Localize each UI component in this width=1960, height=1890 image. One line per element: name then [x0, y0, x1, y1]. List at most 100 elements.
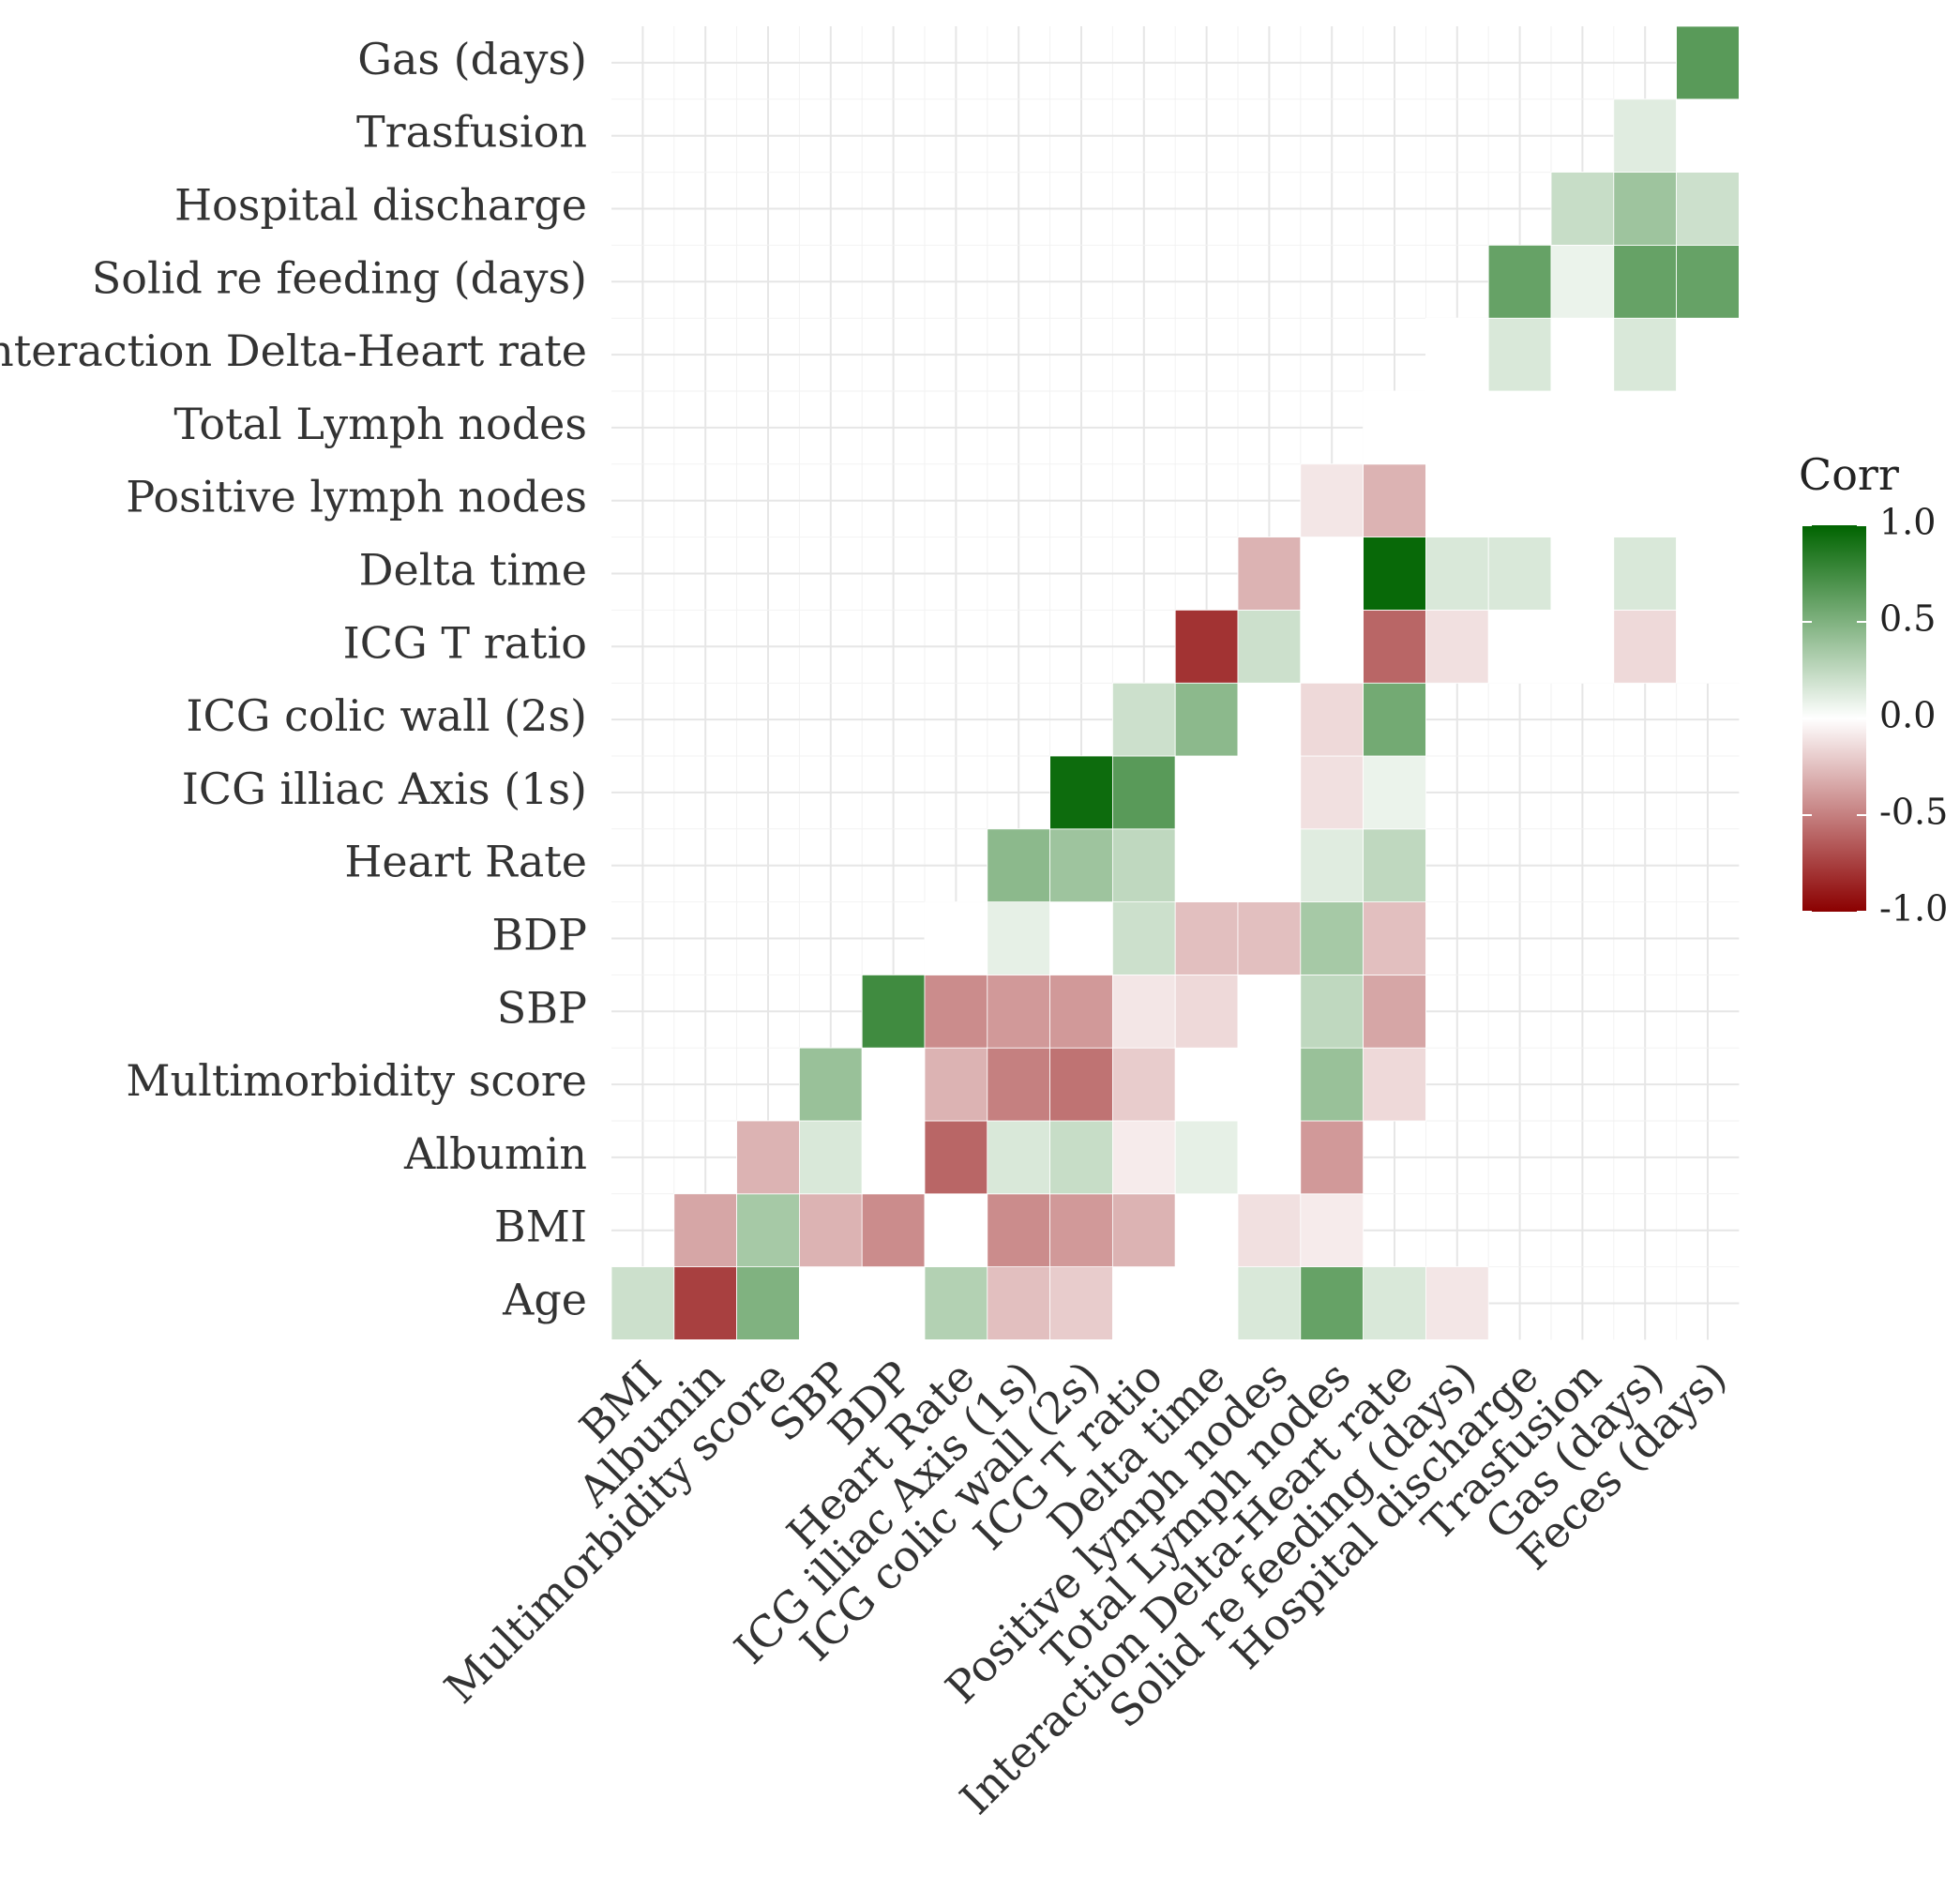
heatmap-cell	[736, 1266, 800, 1340]
y-tick-label: Heart Rate	[344, 837, 587, 887]
heatmap-cell	[1363, 463, 1426, 537]
heatmap-cell	[1049, 1120, 1113, 1195]
y-tick-label: Solid re feeding (days)	[92, 252, 587, 303]
heatmap-cell	[1300, 537, 1364, 611]
heatmap-cell	[1049, 828, 1113, 902]
heatmap-cell	[1363, 975, 1426, 1049]
heatmap-cell	[1300, 1266, 1364, 1340]
heatmap-cell	[1049, 1266, 1113, 1340]
heatmap-cell	[1613, 244, 1678, 319]
heatmap-cell	[861, 1047, 926, 1122]
heatmap-cell	[1112, 682, 1176, 757]
heatmap-cell	[1676, 610, 1740, 684]
heatmap-cell	[1676, 463, 1740, 537]
heatmap-cell	[1676, 390, 1740, 465]
heatmap-cell	[987, 1047, 1051, 1122]
heatmap-cell	[1550, 463, 1615, 537]
heatmap-cell	[987, 975, 1051, 1049]
y-tick-label: Interaction Delta-Heart rate	[0, 325, 587, 376]
heatmap-cell	[1300, 682, 1364, 757]
heatmap-cell	[799, 1193, 863, 1268]
heatmap-cell	[1237, 1266, 1302, 1340]
heatmap-cell	[1363, 537, 1426, 611]
heatmap-cell	[1487, 610, 1552, 684]
heatmap-cell	[1174, 610, 1239, 684]
heatmap-cell	[1112, 975, 1176, 1049]
heatmap-cell	[611, 1266, 675, 1340]
heatmap-cell	[1300, 1193, 1364, 1268]
heatmap-cell	[1550, 244, 1615, 319]
heatmap-cell	[1237, 901, 1302, 975]
legend: Corr 1.0 0.5 0.0 -0.5 -1.0	[1799, 449, 1948, 930]
heatmap-cell	[1300, 901, 1364, 975]
heatmap-cell	[987, 901, 1051, 975]
heatmap-cell	[799, 1266, 863, 1340]
heatmap-cell	[1174, 828, 1239, 902]
heatmap-cell	[799, 1047, 863, 1122]
heatmap-cell	[1676, 25, 1740, 100]
heatmap-cell	[1237, 1047, 1302, 1122]
heatmap-cell	[1550, 390, 1615, 465]
heatmap-cell	[1237, 975, 1302, 1049]
heatmap-cell	[1174, 1266, 1239, 1340]
heatmap-cell	[1613, 98, 1678, 174]
heatmap-cell	[1300, 975, 1364, 1049]
heatmap-cells	[611, 25, 1740, 1340]
heatmap-cell	[1487, 244, 1552, 319]
legend-tick-label: -0.5	[1879, 792, 1948, 833]
heatmap-cell	[1300, 1047, 1364, 1122]
y-axis-labels: Age BMI Albumin Multimorbidity score SBP BDP H…	[0, 34, 587, 1325]
heatmap-cell	[1363, 610, 1426, 684]
heatmap-cell	[861, 975, 926, 1049]
heatmap-cell	[1425, 463, 1489, 537]
heatmap-cell	[1487, 537, 1552, 611]
heatmap-cell	[1363, 901, 1426, 975]
heatmap-cell	[924, 901, 988, 975]
heatmap-cell	[987, 1193, 1051, 1268]
heatmap-cell	[1237, 1193, 1302, 1268]
heatmap-cell	[1174, 1047, 1239, 1122]
heatmap-cell	[1300, 463, 1364, 537]
heatmap-cell	[1363, 755, 1426, 830]
heatmap-cell	[1487, 317, 1552, 392]
heatmap-cell	[1174, 901, 1239, 975]
heatmap-cell	[1112, 828, 1176, 902]
y-tick-label: ICG illiac Axis (1s)	[182, 764, 587, 814]
heatmap-cell	[1550, 610, 1615, 684]
y-tick-label: Delta time	[359, 545, 587, 596]
heatmap-cell	[1237, 682, 1302, 757]
heatmap-cell	[1425, 317, 1489, 392]
heatmap-cell	[1676, 98, 1740, 174]
y-tick-label: SBP	[497, 982, 587, 1033]
heatmap-cell	[1613, 537, 1678, 611]
y-tick-label: Positive lymph nodes	[126, 472, 587, 522]
y-tick-label: Age	[502, 1275, 587, 1325]
heatmap-cell	[861, 1266, 926, 1340]
heatmap-cell	[1112, 1047, 1176, 1122]
heatmap-cell	[1174, 975, 1239, 1049]
heatmap-cell	[987, 828, 1051, 902]
heatmap-cell	[673, 1193, 737, 1268]
legend-tick-label: 0.0	[1879, 695, 1936, 736]
y-tick-label: BMI	[494, 1202, 587, 1252]
heatmap-cell	[673, 1266, 737, 1340]
heatmap-cell	[1487, 463, 1552, 537]
heatmap-cell	[1676, 317, 1740, 392]
heatmap-cell	[1300, 1120, 1364, 1195]
heatmap-cell	[1112, 1266, 1176, 1340]
heatmap-cell	[1049, 1193, 1113, 1268]
heatmap-cell	[1613, 390, 1678, 465]
heatmap-cell	[1363, 1047, 1426, 1122]
heatmap-cell	[1112, 901, 1176, 975]
heatmap-cell	[1425, 537, 1489, 611]
heatmap-cell	[1676, 172, 1740, 246]
heatmap-cell	[736, 1193, 800, 1268]
legend-colorbar	[1802, 525, 1866, 912]
heatmap-cell	[1487, 390, 1552, 465]
heatmap-cell	[1613, 317, 1678, 392]
heatmap-cell	[1174, 755, 1239, 830]
heatmap-cell	[736, 1120, 800, 1195]
heatmap-cell	[1112, 1120, 1176, 1195]
